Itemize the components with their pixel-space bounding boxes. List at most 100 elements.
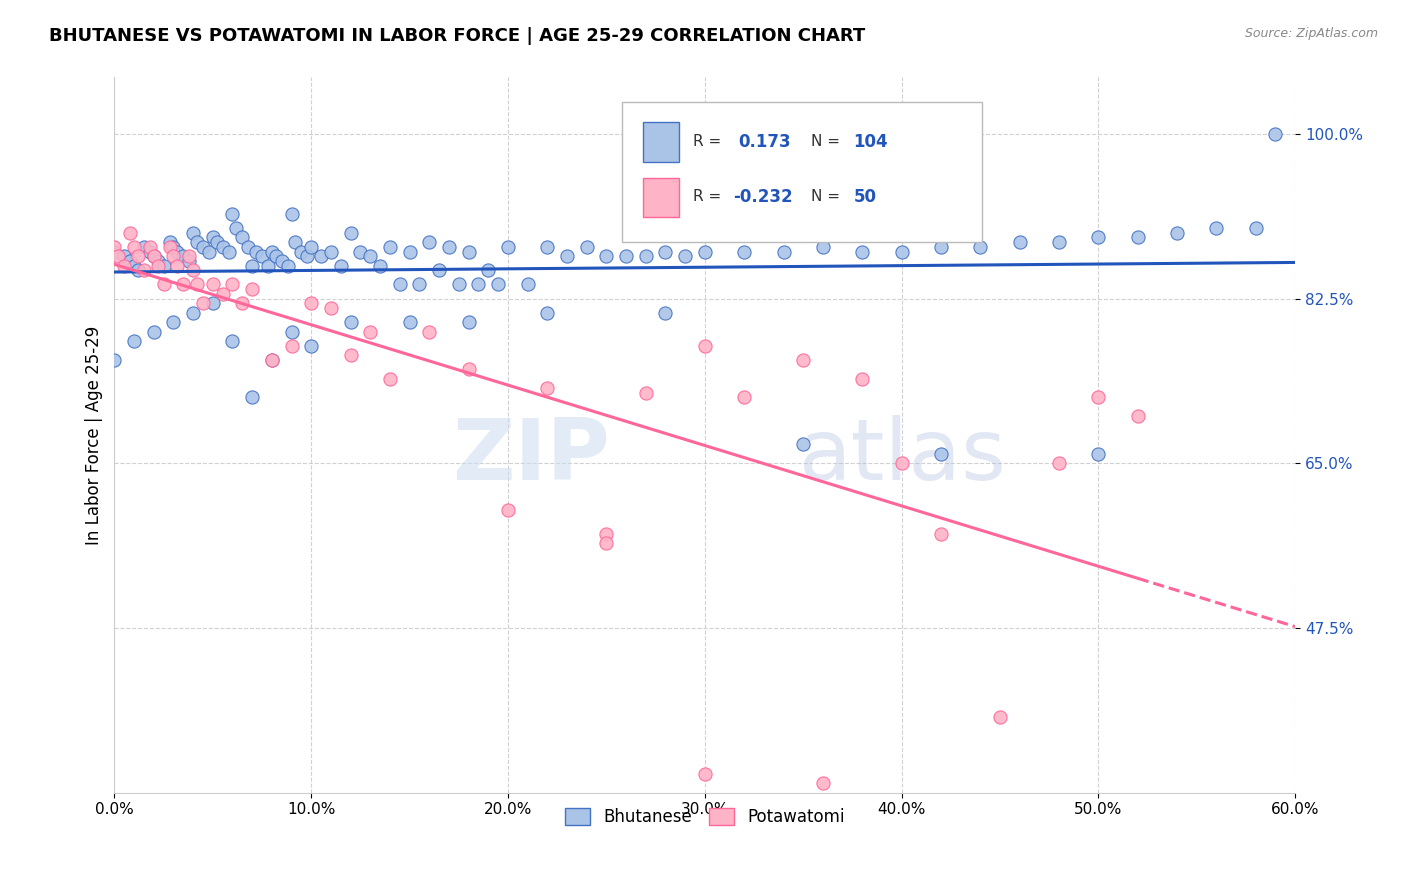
Point	[260, 244, 283, 259]
Point	[201, 277, 224, 292]
Point	[555, 249, 578, 263]
Point	[132, 263, 155, 277]
Point	[299, 338, 322, 352]
Point	[238, 240, 260, 254]
Point	[277, 259, 299, 273]
Point	[496, 240, 519, 254]
Point	[179, 254, 201, 268]
Point	[181, 306, 204, 320]
Point	[516, 277, 538, 292]
Point	[112, 249, 135, 263]
Text: 104: 104	[853, 133, 889, 151]
Point	[107, 249, 129, 263]
Text: 50: 50	[853, 188, 876, 206]
Point	[112, 259, 135, 273]
Point	[496, 503, 519, 517]
Point	[1047, 235, 1070, 249]
Point	[654, 306, 676, 320]
Point	[191, 240, 214, 254]
Point	[536, 306, 558, 320]
Point	[792, 437, 814, 451]
Point	[359, 325, 381, 339]
Point	[221, 334, 243, 348]
FancyBboxPatch shape	[644, 178, 679, 217]
Point	[339, 315, 361, 329]
Point	[486, 277, 509, 292]
Point	[457, 362, 479, 376]
Point	[142, 249, 165, 263]
Point	[1264, 127, 1286, 141]
Point	[811, 776, 834, 790]
Point	[179, 249, 201, 263]
Point	[211, 240, 233, 254]
Point	[166, 244, 188, 259]
Point	[329, 259, 352, 273]
Point	[299, 240, 322, 254]
Text: R =: R =	[693, 189, 721, 204]
Point	[159, 235, 181, 249]
Point	[693, 338, 716, 352]
Point	[929, 447, 952, 461]
Point	[634, 385, 657, 400]
Point	[299, 296, 322, 310]
Point	[418, 325, 440, 339]
Point	[1244, 221, 1267, 235]
Point	[205, 235, 228, 249]
Point	[191, 296, 214, 310]
FancyBboxPatch shape	[621, 103, 983, 242]
Point	[1126, 409, 1149, 424]
Text: N =: N =	[811, 135, 839, 149]
Point	[654, 244, 676, 259]
Point	[162, 240, 184, 254]
Point	[120, 226, 142, 240]
Point	[309, 249, 332, 263]
Point	[280, 207, 302, 221]
Point	[260, 352, 283, 367]
Point	[250, 249, 273, 263]
Point	[172, 249, 194, 263]
Point	[139, 244, 162, 259]
Point	[1205, 221, 1227, 235]
Point	[280, 338, 302, 352]
Point	[1008, 235, 1031, 249]
Point	[139, 240, 162, 254]
Point	[132, 240, 155, 254]
Point	[122, 334, 145, 348]
Point	[929, 240, 952, 254]
Point	[339, 348, 361, 362]
Point	[280, 325, 302, 339]
Point	[1087, 447, 1109, 461]
Point	[1126, 230, 1149, 244]
Point	[1166, 226, 1188, 240]
Point	[319, 244, 342, 259]
Point	[162, 315, 184, 329]
Point	[536, 381, 558, 395]
Point	[152, 277, 174, 292]
Point	[437, 240, 460, 254]
Text: -0.232: -0.232	[733, 188, 793, 206]
Point	[290, 244, 312, 259]
Point	[284, 235, 307, 249]
Point	[186, 277, 208, 292]
Point	[969, 240, 991, 254]
Point	[127, 249, 149, 263]
Text: Source: ZipAtlas.com: Source: ZipAtlas.com	[1244, 27, 1378, 40]
Point	[186, 235, 208, 249]
Point	[181, 226, 204, 240]
Point	[1047, 456, 1070, 470]
Point	[457, 315, 479, 329]
Point	[359, 249, 381, 263]
Point	[349, 244, 371, 259]
Point	[673, 249, 696, 263]
Point	[388, 277, 411, 292]
Point	[339, 226, 361, 240]
Point	[218, 244, 240, 259]
Point	[418, 235, 440, 249]
Point	[595, 536, 617, 550]
Point	[270, 254, 292, 268]
Text: atlas: atlas	[799, 415, 1007, 498]
Point	[851, 244, 873, 259]
Point	[122, 240, 145, 254]
Point	[122, 259, 145, 273]
Point	[595, 249, 617, 263]
